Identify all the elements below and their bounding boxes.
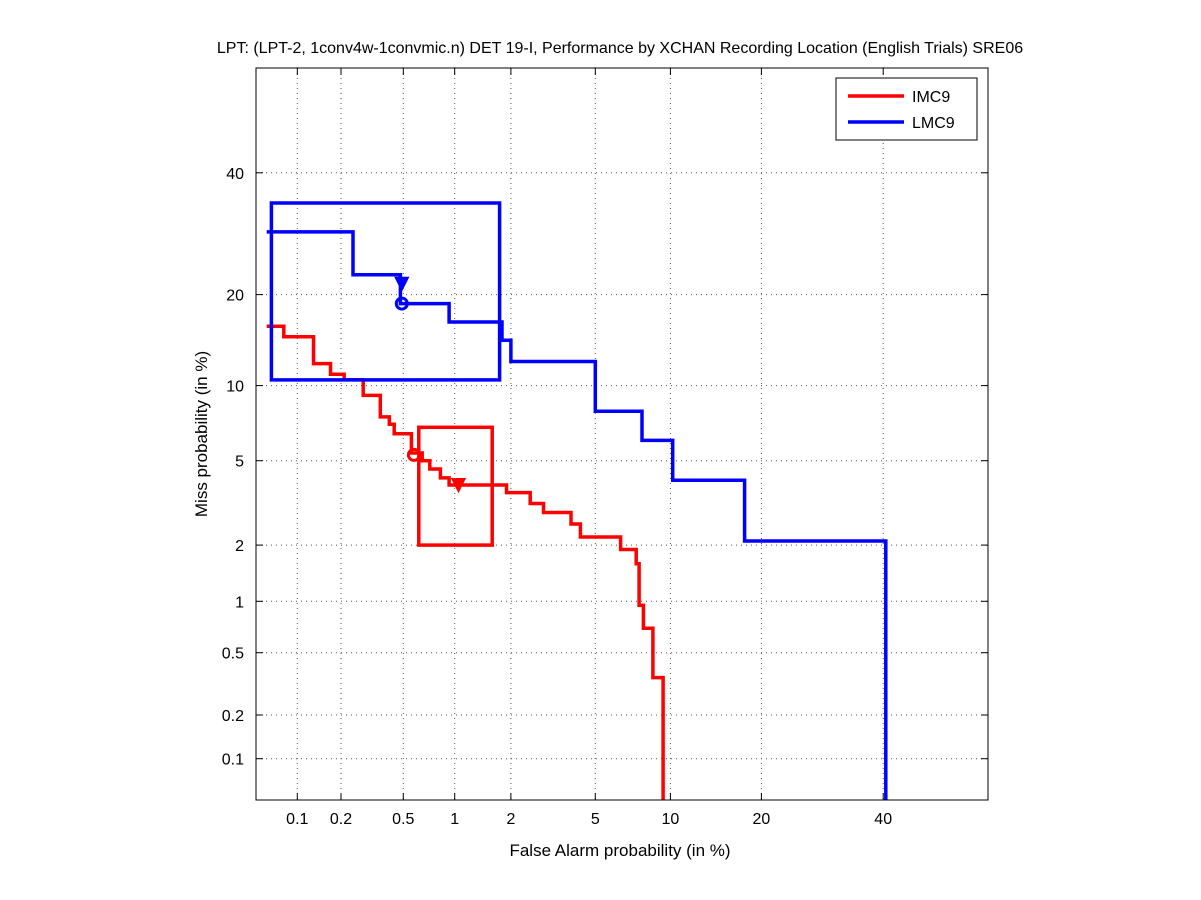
- tick-layer: 0.1 0.2 0.5 1 2 5 10 20 40 0.1 0.2 0.5 1 2 5 10 20 40: [222, 68, 988, 828]
- min-dcf-marker-imc9: [406, 447, 421, 462]
- series-lmc9: [266, 201, 888, 800]
- x-tick-label: 1: [450, 811, 459, 828]
- y-tick-label: 1: [235, 594, 244, 611]
- actual-dcf-marker-imc9: [450, 478, 467, 494]
- min-dcf-marker-lmc9: [394, 296, 409, 311]
- x-tick-label: 5: [591, 811, 600, 828]
- y-tick-label: 0.1: [222, 752, 244, 769]
- confidence-box-lmc9: [269, 201, 502, 382]
- x-tick-label: 20: [753, 811, 771, 828]
- x-tick-label: 2: [506, 811, 515, 828]
- plot-area-frame: [255, 67, 989, 801]
- y-tick-label: 2: [235, 538, 244, 555]
- grid: [256, 68, 988, 800]
- y-tick-label: 40: [226, 166, 244, 183]
- legend: IMC9 LMC9: [835, 77, 978, 141]
- x-tick-label: 10: [662, 811, 680, 828]
- chart-title: LPT: (LPT-2, 1conv4w-1convmic.n) DET 19-…: [217, 40, 1023, 57]
- series-layer: [266, 201, 888, 800]
- x-axis-label: False Alarm probability (in %): [509, 841, 730, 860]
- x-tick-label: 40: [874, 811, 892, 828]
- y-tick-label: 0.2: [222, 708, 244, 725]
- y-tick-label: 20: [226, 288, 244, 305]
- y-axis-label: Miss probability (in %): [192, 351, 211, 517]
- legend-box: [835, 77, 978, 141]
- x-tick-label: 0.1: [286, 811, 308, 828]
- y-tick-label: 0.5: [222, 646, 244, 663]
- y-tick-label: 10: [226, 379, 244, 396]
- legend-label-imc9: IMC9: [912, 89, 950, 106]
- y-tick-label: 5: [235, 454, 244, 471]
- actual-dcf-marker-lmc9: [394, 276, 410, 292]
- x-tick-label: 0.5: [392, 811, 414, 828]
- legend-label-lmc9: LMC9: [912, 115, 955, 132]
- x-tick-label: 0.2: [330, 811, 352, 828]
